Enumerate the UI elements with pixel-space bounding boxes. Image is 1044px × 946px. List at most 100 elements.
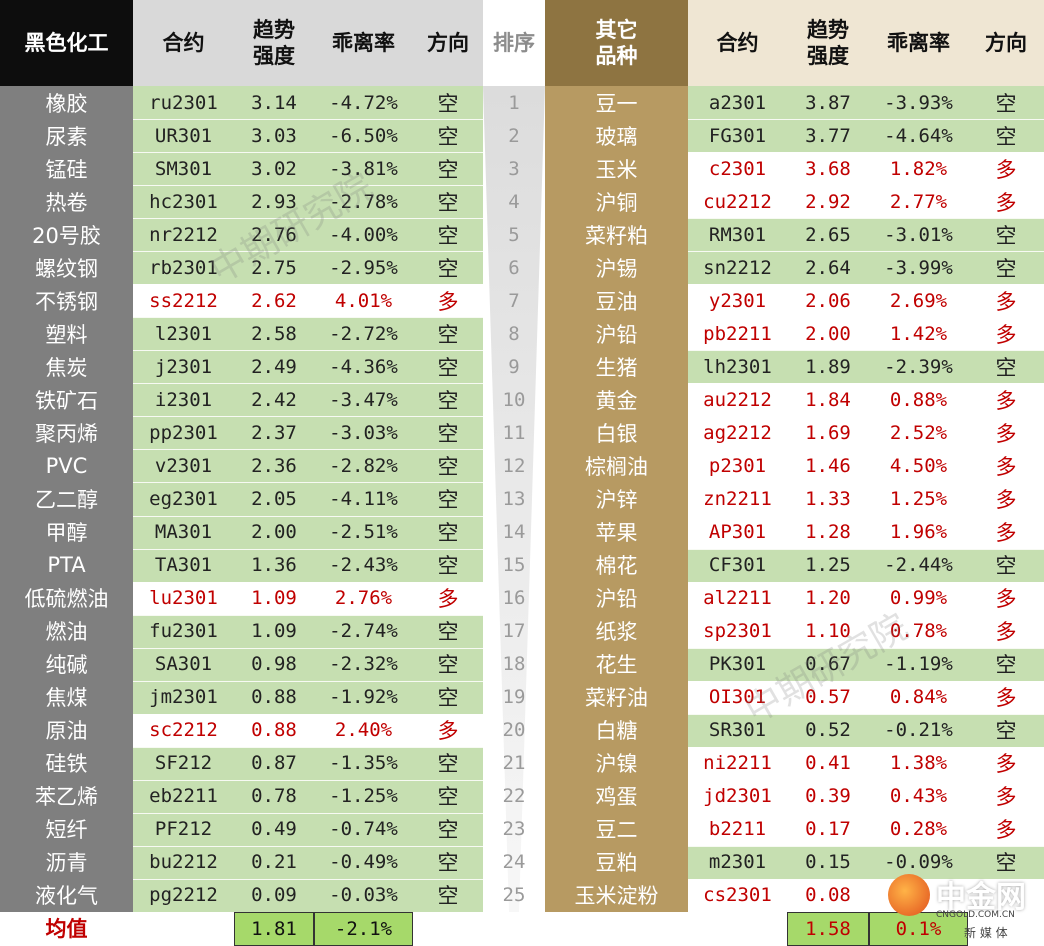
left-row-code: fu2301 (133, 614, 234, 648)
row-divider (133, 812, 483, 814)
row-divider (133, 647, 483, 649)
left-row-strength: 2.36 (234, 449, 314, 483)
left-row-strength: 2.42 (234, 383, 314, 417)
right-row-dir: 多 (968, 680, 1044, 714)
right-row-dir: 空 (968, 845, 1044, 879)
left-row-strength: 0.87 (234, 746, 314, 780)
left-row-code: v2301 (133, 449, 234, 483)
left-row-strength: 3.03 (234, 119, 314, 153)
right-row-dev: -3.99% (869, 251, 968, 285)
right-row-strength: 1.10 (787, 614, 869, 648)
left-row-dev: 2.76% (314, 581, 413, 615)
right-row-dev: 0.43% (869, 779, 968, 813)
right-row-dir: 空 (968, 647, 1044, 681)
logo-sub-text: 新 媒 体 (964, 926, 1008, 940)
right-row-name: 纸浆 (595, 620, 638, 645)
left-row-dev: -4.36% (314, 350, 413, 384)
row-divider (133, 713, 483, 715)
left-row-name: 原油 (45, 719, 88, 744)
left-row-dev: -2.82% (314, 449, 413, 483)
right-row-name: 鸡蛋 (595, 785, 638, 810)
row-divider (133, 515, 483, 517)
left-row-dev: -3.81% (314, 152, 413, 186)
left-row-strength: 2.05 (234, 482, 314, 516)
left-row-strength: 0.09 (234, 878, 314, 912)
left-header-strength: 趋势 强度 (234, 0, 314, 86)
right-header-strength-line: 趋势 (807, 18, 849, 42)
right-row-strength: 3.77 (787, 119, 869, 153)
left-row-strength: 2.58 (234, 317, 314, 351)
right-row-strength: 2.64 (787, 251, 869, 285)
left-row-name: 燃油 (45, 620, 88, 645)
right-title: 其它 品种 (545, 0, 688, 86)
right-row-name: 棕榈油 (585, 454, 648, 479)
left-row-strength: 2.49 (234, 350, 314, 384)
right-row-dev: -4.64% (869, 119, 968, 153)
left-row-strength: 3.02 (234, 152, 314, 186)
right-row-name: 黄金 (595, 388, 638, 413)
right-row-dir: 多 (968, 317, 1044, 351)
left-row-dev: -0.74% (314, 812, 413, 846)
right-row-code: c2301 (688, 152, 787, 186)
row-divider (688, 119, 1044, 121)
left-row-name: 短纤 (45, 818, 88, 843)
right-row-name: 豆一 (595, 91, 638, 116)
left-row-strength: 0.21 (234, 845, 314, 879)
right-row-code: RM301 (688, 218, 787, 252)
right-row-name: 豆二 (595, 818, 638, 843)
left-row-dir: 空 (413, 251, 483, 285)
rank-value: 8 (508, 322, 520, 345)
left-row-code: SF212 (133, 746, 234, 780)
right-row-dir: 多 (968, 746, 1044, 780)
left-row-name: 热卷 (45, 190, 88, 215)
right-row-strength: 0.67 (787, 647, 869, 681)
right-row-code: FG301 (688, 119, 787, 153)
right-row-name: 玻璃 (595, 124, 638, 149)
left-row-code: l2301 (133, 317, 234, 351)
row-divider (133, 416, 483, 418)
row-divider (688, 350, 1044, 352)
left-row-dir: 空 (413, 647, 483, 681)
right-row-dev: -0.21% (869, 713, 968, 747)
right-row-dev: -1.19% (869, 647, 968, 681)
left-row-name: 铁矿石 (35, 388, 98, 413)
left-row-strength: 0.98 (234, 647, 314, 681)
row-divider (133, 581, 483, 583)
left-row-name: 尿素 (45, 124, 88, 149)
right-row-name: 白糖 (595, 719, 638, 744)
right-row-code: AP301 (688, 515, 787, 549)
left-row-name: 低硫燃油 (24, 587, 109, 612)
left-row-dev: -4.11% (314, 482, 413, 516)
right-row-name: 沪锡 (595, 256, 638, 281)
right-row-name: 苹果 (595, 521, 638, 546)
rank-value: 6 (508, 256, 520, 279)
left-row-code: eb2211 (133, 779, 234, 813)
right-row-name: 豆油 (595, 289, 638, 314)
left-row-strength: 0.88 (234, 680, 314, 714)
row-divider (133, 680, 483, 682)
row-divider (133, 284, 483, 286)
rank-value: 10 (502, 388, 526, 411)
right-row-dev: -2.44% (869, 548, 968, 582)
right-row-name: 玉米淀粉 (574, 884, 659, 909)
left-row-code: sc2212 (133, 713, 234, 747)
right-row-strength: 2.92 (787, 185, 869, 219)
row-divider (133, 185, 483, 187)
right-row-code: sp2301 (688, 614, 787, 648)
right-row-name: 沪铅 (595, 587, 638, 612)
left-average-strength: 1.81 (234, 912, 314, 946)
left-row-name: 聚丙烯 (35, 421, 98, 446)
right-row-dir: 多 (968, 779, 1044, 813)
rank-value: 22 (502, 785, 526, 808)
rank-value: 25 (502, 884, 526, 907)
left-row-dir: 空 (413, 878, 483, 912)
row-divider (133, 746, 483, 748)
right-row-code: SR301 (688, 713, 787, 747)
left-row-dir: 空 (413, 152, 483, 186)
right-row-code: PK301 (688, 647, 787, 681)
right-row-dev: 0.28% (869, 812, 968, 846)
left-row-dir: 空 (413, 185, 483, 219)
row-divider (133, 317, 483, 319)
left-row-dev: -3.03% (314, 416, 413, 450)
left-row-dev: -4.72% (314, 86, 413, 120)
